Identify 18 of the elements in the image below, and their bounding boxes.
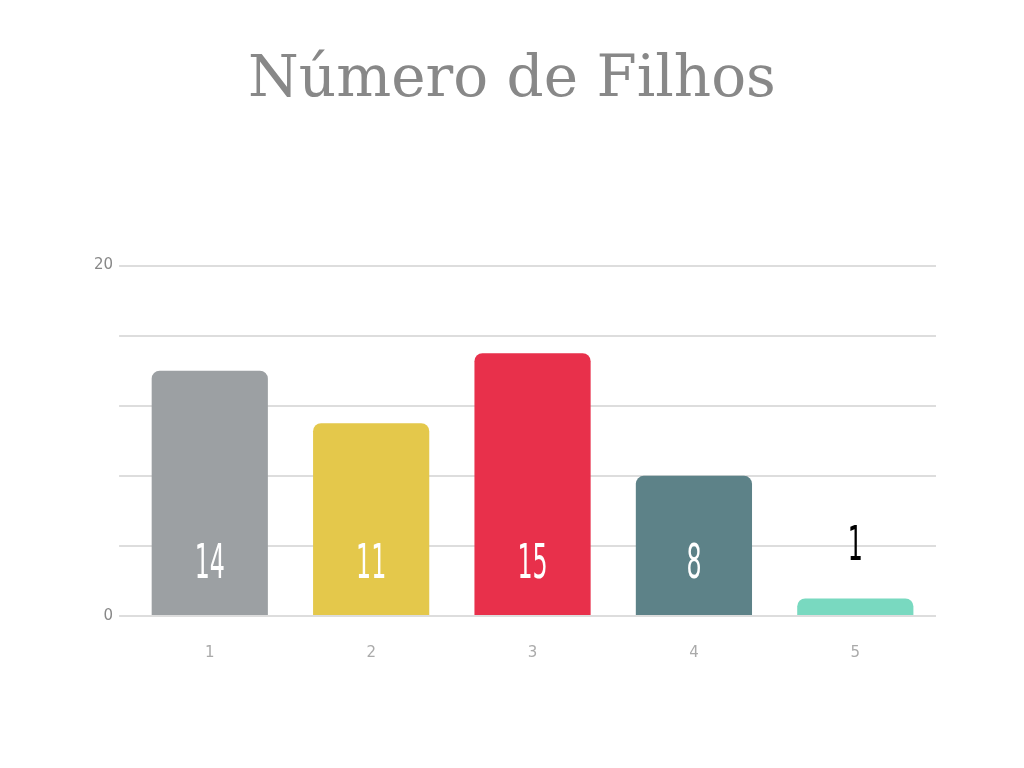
data-label: 1 [847,515,863,572]
chart-title: Número de Filhos [248,41,776,110]
bar [313,423,430,615]
y-tick-label: 20 [93,255,114,274]
data-label: 14 [194,533,225,590]
x-tick-label: 3 [527,642,538,661]
data-label: 15 [517,533,548,590]
bar [797,598,914,615]
y-tick-label: 0 [103,605,114,624]
x-tick-label: 1 [205,642,215,661]
bar [474,353,591,615]
bar [151,370,268,615]
data-label: 11 [356,533,387,590]
data-label: 8 [686,533,702,590]
x-tick-label: 5 [850,642,861,661]
x-tick-label: 4 [689,642,699,661]
bar [635,475,753,615]
x-tick-label: 2 [366,642,376,661]
